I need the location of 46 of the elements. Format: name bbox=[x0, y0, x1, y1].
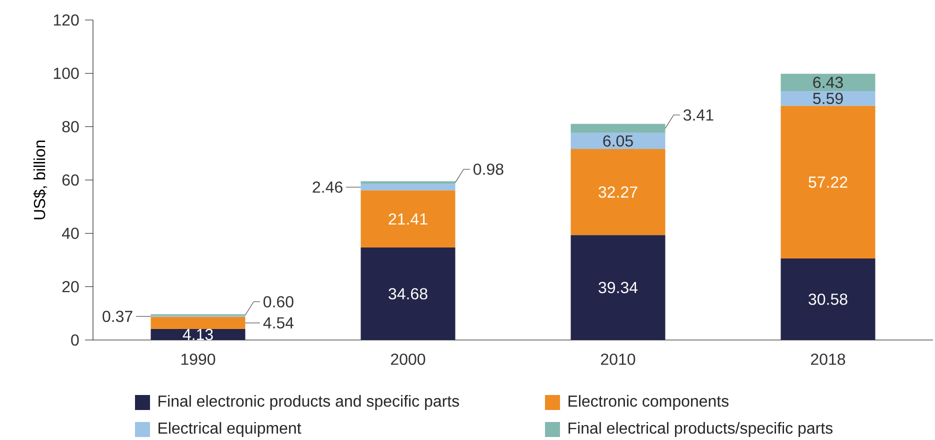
data-label: 57.22 bbox=[808, 176, 848, 188]
bar bbox=[360, 181, 456, 184]
bar bbox=[150, 316, 246, 329]
data-label: 30.58 bbox=[808, 294, 848, 305]
bar bbox=[360, 184, 456, 190]
data-label: 3.41 bbox=[683, 109, 714, 121]
data-label: 6.05 bbox=[603, 135, 633, 147]
legend-label: Final electronic products and specific parts bbox=[158, 395, 460, 410]
data-label: 2.46 bbox=[312, 181, 342, 193]
y-axis-title: US$, billion bbox=[33, 140, 48, 220]
data-label: 4.54 bbox=[263, 317, 294, 329]
data-label: 39.34 bbox=[598, 282, 638, 294]
y-tick-label: 0 bbox=[71, 334, 79, 346]
bar bbox=[360, 248, 456, 340]
bar bbox=[780, 258, 876, 340]
data-label: 21.41 bbox=[388, 213, 428, 225]
data-label: 0.98 bbox=[474, 164, 504, 175]
bar bbox=[570, 124, 666, 133]
data-label: 5.59 bbox=[813, 92, 843, 104]
data-label: 0.60 bbox=[264, 296, 294, 308]
y-tick-label: 100 bbox=[54, 68, 79, 79]
y-tick-label: 40 bbox=[62, 228, 79, 239]
x-tick-label: 2010 bbox=[601, 354, 636, 365]
bar bbox=[150, 328, 246, 340]
data-label: 32.27 bbox=[598, 186, 638, 198]
bar bbox=[360, 190, 456, 248]
legend-label: Electronic components bbox=[568, 395, 729, 410]
data-label: 34.68 bbox=[388, 288, 428, 300]
bar bbox=[570, 132, 666, 150]
bar bbox=[780, 106, 876, 258]
bar bbox=[570, 149, 666, 236]
data-label: 4.13 bbox=[182, 328, 213, 340]
legend-label: Electrical equipment bbox=[158, 422, 302, 437]
y-tick-label: 20 bbox=[62, 281, 79, 292]
bar bbox=[780, 90, 876, 106]
x-tick-label: 2018 bbox=[811, 354, 846, 365]
y-tick-label: 60 bbox=[62, 174, 79, 186]
legend-label: Final electrical products/specific parts bbox=[568, 422, 833, 437]
bar bbox=[780, 74, 876, 91]
x-tick-label: 2000 bbox=[391, 354, 426, 365]
x-tick-label: 1990 bbox=[181, 354, 216, 365]
data-label: 6.43 bbox=[813, 76, 843, 88]
bar bbox=[570, 235, 666, 340]
y-tick-label: 120 bbox=[54, 14, 79, 26]
y-tick-label: 80 bbox=[62, 121, 79, 132]
data-label: 0.37 bbox=[102, 310, 132, 322]
